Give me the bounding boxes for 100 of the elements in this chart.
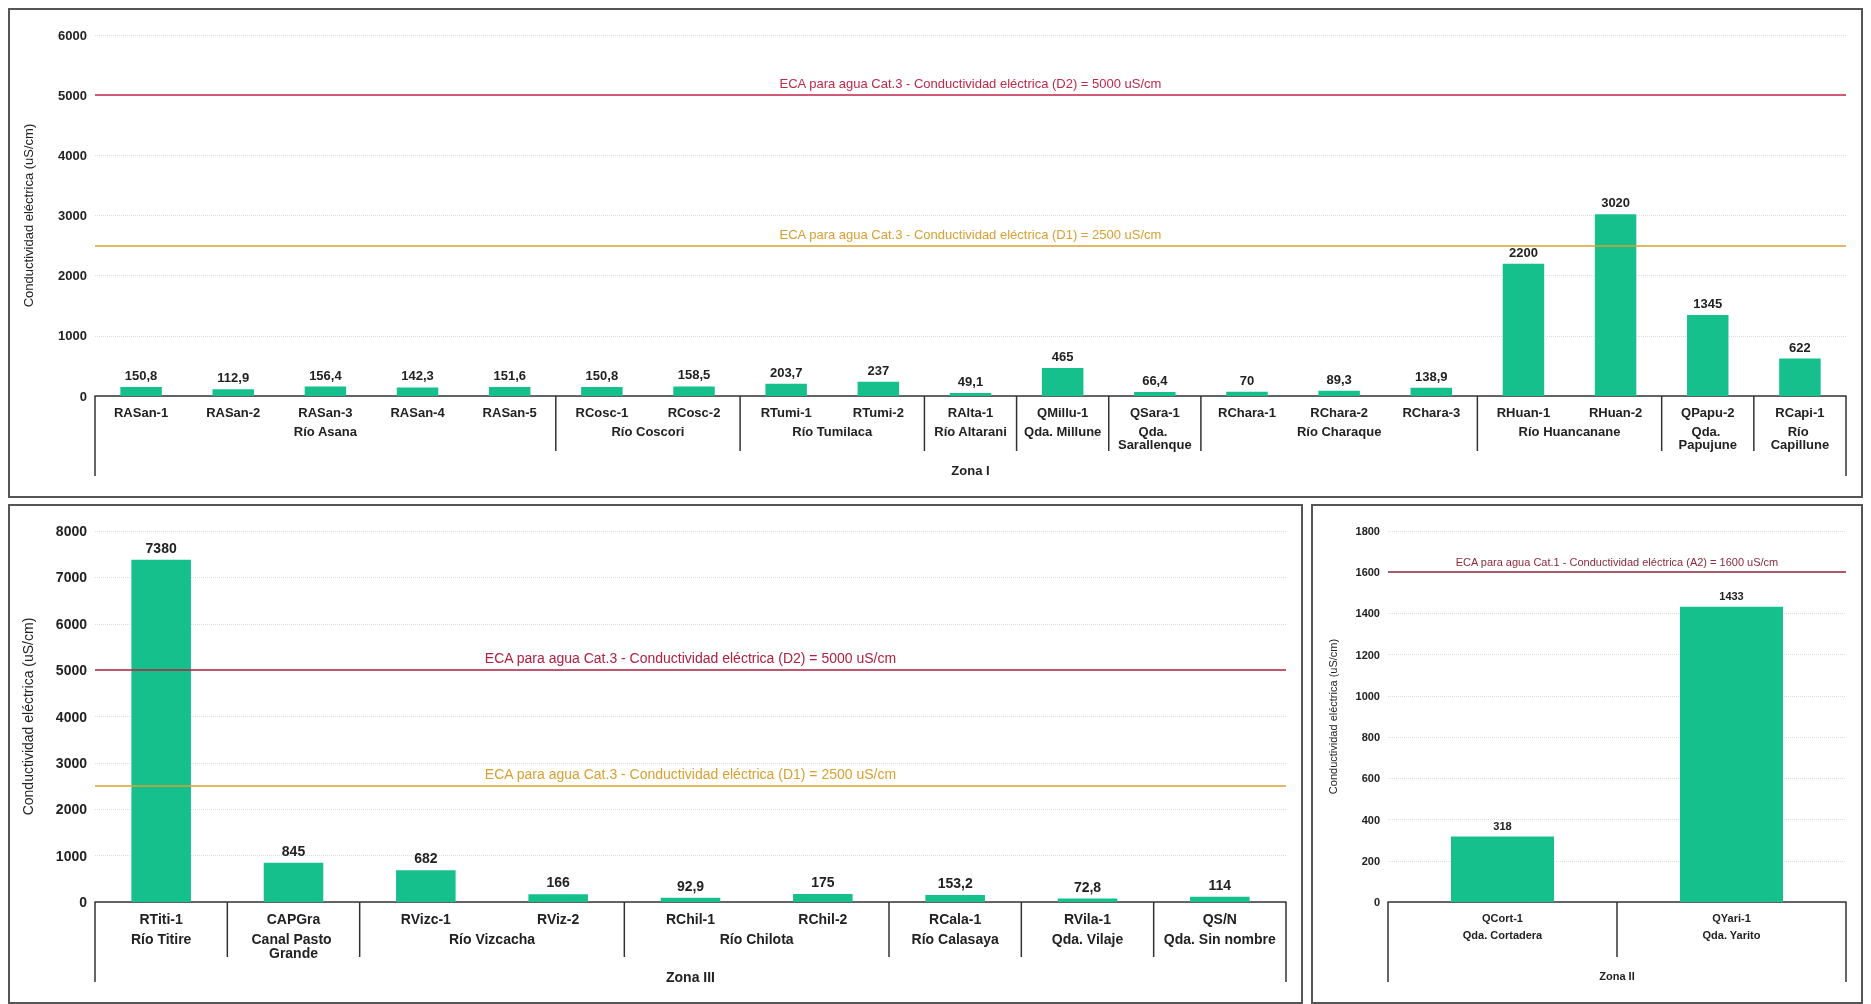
data-label: 1345 (1693, 296, 1723, 312)
text: Qda. Papujune (1678, 424, 1738, 452)
data-label: 150,8 (124, 367, 158, 383)
text: Río Charaque (1296, 424, 1382, 439)
bar (1779, 358, 1821, 396)
text: Río Coscori (611, 424, 685, 439)
y-tick-label: 4000 (58, 147, 87, 163)
text: Río Huancanane (1518, 424, 1621, 439)
bar (949, 393, 992, 396)
y-tick-label: 4000 (55, 708, 88, 725)
text: Qda. Vilaje (1051, 931, 1124, 947)
bar (488, 386, 531, 396)
y-tick-label: 6000 (58, 27, 87, 43)
bar (1502, 263, 1545, 396)
text: Qda. Sarallenque (1117, 424, 1192, 452)
y-tick-label: 2000 (55, 801, 88, 818)
data-label: 1433 (1719, 590, 1744, 603)
y-tick-label: 5000 (55, 662, 88, 679)
data-label: 237 (867, 362, 890, 378)
bar (396, 870, 456, 902)
x-tick-label: RHuan-1 (1496, 405, 1551, 420)
x-tick-label: RCala-1 (929, 911, 982, 927)
ref-line-label: ECA para agua Cat.3 - Conductividad eléctrica (D2) = 5000 uS/cm (779, 76, 1162, 92)
bar (765, 383, 807, 396)
data-label: 92,9 (676, 877, 705, 894)
bar (1687, 315, 1729, 396)
text: Río Titire (130, 931, 192, 947)
data-label: 2200 (1508, 244, 1538, 260)
text: Río Capillune (1770, 424, 1830, 452)
y-tick-label: 1400 (1355, 607, 1380, 620)
x-tick-label: RCapi-1 (1775, 405, 1825, 420)
bar (1318, 390, 1360, 396)
y-tick-label: 0 (1373, 896, 1380, 908)
data-label: 465 (1051, 349, 1074, 365)
data-label: 7380 (145, 539, 177, 556)
bar (1410, 387, 1453, 396)
data-label: 66,4 (1142, 373, 1169, 388)
text: Qda. Cortadera (1462, 928, 1544, 941)
text: Río Altarani (934, 424, 1007, 439)
x-tick-label: QYari-1 (1712, 911, 1751, 924)
bar (660, 897, 721, 902)
x-axis-title: Zona III (666, 969, 715, 985)
bar (673, 386, 715, 396)
y-tick-label: 7000 (55, 569, 88, 586)
text: Qda. Yarito (1702, 928, 1761, 941)
x-tick-label: RASan-5 (482, 405, 537, 420)
bar (1041, 368, 1084, 396)
y-tick-label: 3000 (58, 208, 87, 223)
bar (1190, 896, 1250, 902)
data-label: 166 (546, 874, 571, 891)
bar (396, 387, 439, 396)
ref-line-label: ECA para agua Cat.3 - Conductividad eléctrica (D1) = 2500 uS/cm (779, 226, 1162, 242)
y-axis-title: Conductividad eléctrica (uS/cm) (1326, 638, 1339, 795)
ref-line-label: ECA para agua Cat.1 - Conductividad eléctrica (A2) = 1600 uS/cm (1455, 555, 1779, 568)
x-tick-label: RChil-2 (798, 911, 848, 927)
y-tick-label: 0 (79, 894, 88, 910)
bar (263, 862, 324, 902)
y-tick-label: 2000 (58, 268, 87, 284)
x-axis-title: Zona I (951, 463, 990, 478)
data-label: 138,9 (1415, 368, 1448, 384)
data-label: 114 (1208, 876, 1232, 893)
y-tick-label: 8000 (55, 523, 88, 539)
bar (212, 389, 254, 396)
data-label: 151,6 (493, 367, 526, 383)
ref-line-label: ECA para agua Cat.3 - Conductividad eléctrica (D1) = 2500 uS/cm (484, 766, 897, 783)
y-axis-title: Conductividad eléctrica (uS/cm) (21, 123, 36, 308)
bar (1594, 214, 1637, 396)
text: Canal Pasto Grande (251, 931, 336, 961)
x-tick-label: RChil-1 (666, 911, 716, 927)
text: Río Chilota (719, 931, 794, 947)
x-tick-label: RViz-2 (537, 911, 580, 927)
x-tick-label: QSara-1 (1129, 405, 1180, 420)
x-tick-label: RChara-1 (1218, 405, 1276, 420)
data-label: 622 (1789, 339, 1811, 355)
data-label: 112,9 (217, 370, 250, 386)
bar (1226, 391, 1268, 396)
bar (120, 386, 162, 396)
y-axis-title: Conductividad eléctrica (uS/cm) (20, 617, 36, 816)
x-tick-label: RVila-1 (1064, 911, 1112, 927)
data-label: 318 (1493, 819, 1512, 832)
x-tick-label: RASan-2 (206, 405, 261, 420)
x-tick-label: RAlta-1 (947, 405, 994, 420)
y-tick-label: 1600 (1355, 566, 1380, 579)
bar (925, 894, 985, 902)
y-tick-label: 6000 (55, 615, 88, 632)
y-tick-label: 3000 (55, 754, 88, 771)
y-tick-label: 1000 (55, 847, 88, 864)
text: Río Tumilaca (792, 424, 873, 439)
text: Qda. Sin nombre (1163, 931, 1277, 947)
x-tick-label: RASan-3 (298, 405, 353, 420)
data-label: 89,3 (1326, 371, 1352, 387)
data-label: 682 (414, 850, 438, 867)
bar (528, 894, 588, 902)
y-tick-label: 5000 (58, 87, 87, 103)
bar (857, 381, 900, 396)
y-tick-label: 1800 (1355, 525, 1380, 537)
data-label: 153,2 (937, 874, 973, 891)
data-label: 70 (1239, 372, 1255, 388)
text: Río Asana (293, 424, 358, 439)
x-tick-label: RChara-3 (1402, 405, 1461, 420)
